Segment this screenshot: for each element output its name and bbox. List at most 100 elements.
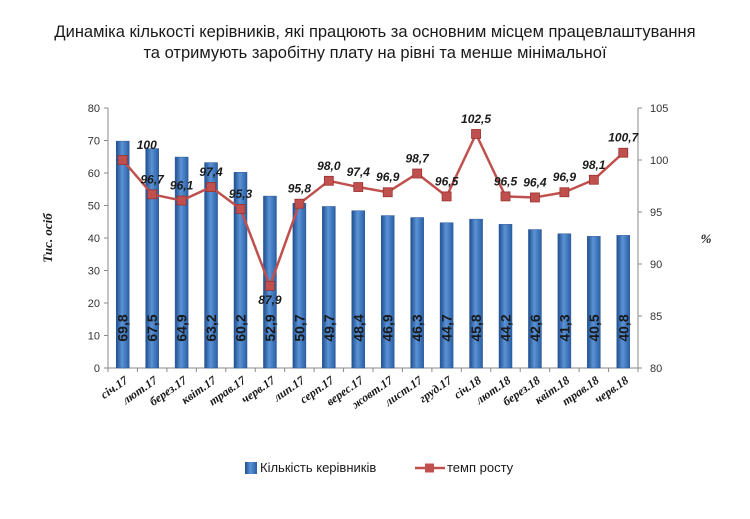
bar xyxy=(233,172,248,369)
growth-rate-point xyxy=(147,189,158,200)
bar xyxy=(616,235,631,369)
growth-rate-point xyxy=(412,168,423,179)
growth-rate-label: 87,9 xyxy=(258,293,282,307)
bar xyxy=(587,236,601,369)
bar-value-label: 48,4 xyxy=(350,314,366,341)
bar-value-label: 41,3 xyxy=(556,314,572,341)
growth-rate-label: 97,4 xyxy=(347,165,371,179)
y2-tick-label: 90 xyxy=(650,259,662,271)
legend: Кількість керівників темп росту xyxy=(245,460,514,475)
y-tick-label: 80 xyxy=(88,103,100,115)
x-category-label: груд.17 xyxy=(416,372,455,405)
y-tick-label: 60 xyxy=(88,168,100,180)
bar xyxy=(145,148,159,369)
bar-value-label: 45,8 xyxy=(468,314,484,341)
growth-rate-point xyxy=(618,147,629,158)
y2-axis-label: % xyxy=(701,231,712,246)
growth-rate-point xyxy=(323,175,334,186)
growth-rate-point xyxy=(176,195,187,206)
y2-tick-label: 100 xyxy=(650,155,668,167)
growth-rate-line xyxy=(121,132,625,288)
y2-tick-label: 105 xyxy=(650,103,668,115)
bar xyxy=(469,218,483,369)
chart-title: Динаміка кількості керівників, які працю… xyxy=(0,22,750,64)
y-tick-label: 50 xyxy=(88,201,100,213)
bar-value-label: 63,2 xyxy=(203,314,219,341)
y-axis-label: Тис. осіб xyxy=(40,213,55,263)
bar-value-label: 46,3 xyxy=(409,314,425,341)
legend-swatch-marker xyxy=(425,463,434,473)
y2-tick-label: 95 xyxy=(650,207,662,219)
growth-rate-point xyxy=(235,203,246,214)
x-category-label: черв.17 xyxy=(239,372,279,406)
growth-rate-label: 100 xyxy=(137,138,157,152)
y-tick-label: 20 xyxy=(88,298,100,310)
bar-value-label: 46,9 xyxy=(380,314,396,341)
bar-value-label: 40,8 xyxy=(615,314,631,341)
bar xyxy=(351,210,366,369)
bar xyxy=(498,224,513,369)
bar-value-label: 64,9 xyxy=(174,314,190,341)
bar-value-label: 40,5 xyxy=(586,314,602,341)
bar xyxy=(174,156,189,369)
growth-rate-label: 96,4 xyxy=(523,175,547,189)
growth-rate-label: 97,4 xyxy=(199,165,223,179)
legend-label-line: темп росту xyxy=(447,460,514,475)
bar-value-label: 44,7 xyxy=(439,314,455,341)
bar xyxy=(528,229,542,369)
growth-rate-label: 95,8 xyxy=(288,182,312,196)
bar xyxy=(439,222,454,369)
growth-rate-point xyxy=(471,129,481,139)
growth-rate-label: 102,5 xyxy=(461,112,491,126)
y2-tick-label: 80 xyxy=(650,363,662,375)
y2-tick-label: 85 xyxy=(650,311,662,323)
growth-rate-point xyxy=(206,182,216,192)
y-tick-label: 30 xyxy=(88,266,100,278)
growth-rate-point xyxy=(294,198,305,209)
growth-rate-point xyxy=(353,182,364,192)
bar-value-label: 44,2 xyxy=(498,314,514,341)
growth-rate-label: 100,7 xyxy=(608,131,639,145)
bar-value-label: 50,7 xyxy=(291,314,307,341)
bar-value-label: 42,6 xyxy=(527,314,543,341)
growth-rate-label: 98,1 xyxy=(582,158,606,172)
bar xyxy=(322,206,336,369)
growth-rate-point xyxy=(530,192,540,203)
y-tick-label: 10 xyxy=(88,331,100,343)
growth-rate-label: 96,9 xyxy=(553,170,577,184)
growth-rate-point xyxy=(588,174,599,185)
bar-value-label: 49,7 xyxy=(321,314,337,341)
bar xyxy=(292,202,307,369)
y-tick-label: 70 xyxy=(88,136,100,148)
bar-value-label: 60,2 xyxy=(233,314,249,341)
bar xyxy=(204,162,218,369)
growth-rate-point xyxy=(500,191,511,202)
growth-rate-point xyxy=(559,187,570,198)
bar xyxy=(410,217,424,369)
y-tick-label: 40 xyxy=(88,233,100,245)
bar xyxy=(557,233,572,369)
growth-rate-label: 96,5 xyxy=(435,174,459,188)
growth-rate-label: 95,3 xyxy=(229,187,253,201)
legend-label-bars: Кількість керівників xyxy=(260,460,376,475)
chart-title-line2: та отримують заробітну плату на рівні та… xyxy=(143,44,607,62)
y-tick-label: 0 xyxy=(94,363,100,375)
bar-value-label: 69,8 xyxy=(115,314,131,341)
x-category-label: черв.18 xyxy=(592,373,631,406)
growth-rate-label: 96,7 xyxy=(140,172,165,186)
growth-rate-label: 96,9 xyxy=(376,170,400,184)
growth-rate-point xyxy=(441,191,452,202)
bar xyxy=(380,215,395,369)
growth-rate-label: 98,0 xyxy=(317,159,341,173)
growth-rate-point xyxy=(382,187,393,198)
growth-rate-point xyxy=(117,155,128,165)
chart-title-line1: Динаміка кількості керівників, які працю… xyxy=(54,23,696,41)
legend-swatch-bars xyxy=(245,462,257,474)
growth-rate-point xyxy=(265,280,275,291)
bar xyxy=(115,140,130,369)
growth-rate-label: 96,5 xyxy=(494,174,518,188)
bar-value-label: 67,5 xyxy=(144,314,160,341)
growth-rate-label: 98,7 xyxy=(405,152,430,166)
growth-rate-label: 96,1 xyxy=(170,179,194,193)
